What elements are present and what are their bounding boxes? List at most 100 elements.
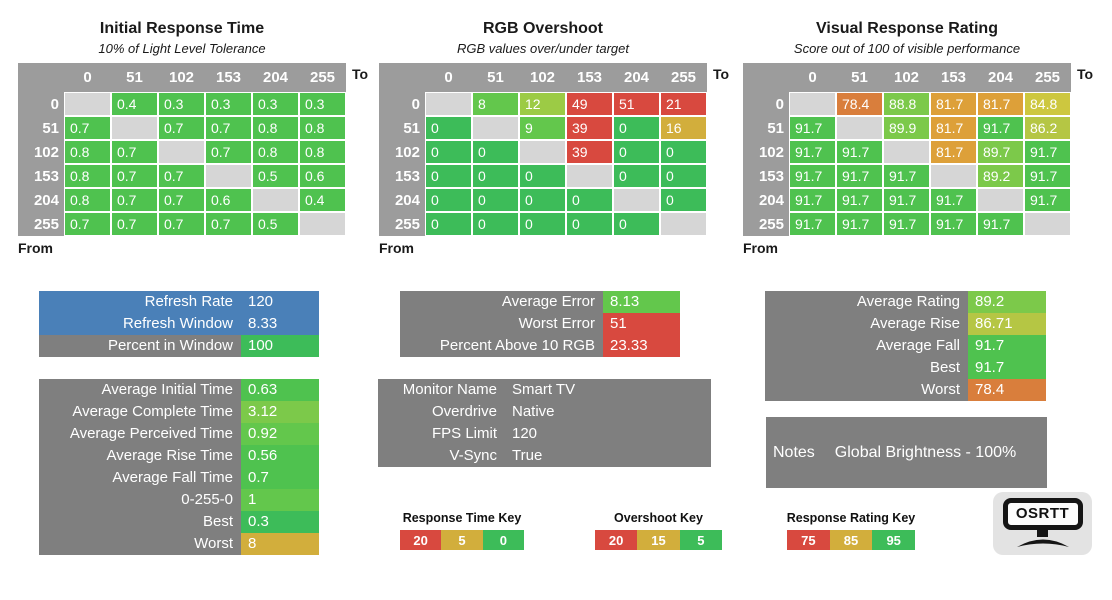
diagonal-blank-cell [425,92,472,116]
notes-label: Notes [773,443,815,461]
panel-row-label: Percent in Window [107,337,233,354]
heatmap-cell: 0.7 [205,140,252,164]
panel-row-value: 91.7 [968,357,1046,379]
panel-row-label: Average Fall [876,337,960,354]
panel-refresh: Refresh Rate 120 Refresh Window 8.33 Percent… [39,291,319,357]
heatmap-cell: 51 [613,92,660,116]
row-header: 255 [379,212,425,236]
panel-row-label: Percent Above 10 RGB [439,337,595,354]
heatmap-cell: 78.4 [836,92,883,116]
row-header: 153 [18,164,64,188]
heatmap-cell: 0 [425,212,472,236]
panel-row-value: Smart TV [512,381,576,398]
panel-row-value: True [512,447,543,464]
heatmap-cell: 88.8 [883,92,930,116]
diagonal-blank-cell [111,116,158,140]
heatmap-cell: 0 [613,140,660,164]
key-title: Overshoot Key [614,511,703,525]
heatmap-cell: 0.7 [64,212,111,236]
panel-row-label: Best [202,513,233,530]
heatmap-cell: 0.7 [111,164,158,188]
panel-row-label: Average Rating [856,293,960,310]
panel-row-label: V-Sync [449,447,497,464]
heatmap-cell: 0 [472,212,519,236]
panel-row-value: 51 [603,313,680,335]
panel-row: Best 0.3 [39,511,319,533]
panel-row-label: Average Error [501,293,595,310]
diagonal-blank-cell [566,164,613,188]
heatmap-cell: 0.7 [111,212,158,236]
panel-time-stats: Average Initial Time 0.63 Average Complete… [39,379,319,555]
panel-rating-stats: Average Rating 89.2 Average Rise 86.71 Avera… [765,291,1046,401]
diagonal-blank-cell [977,188,1024,212]
row-header: 255 [743,212,789,236]
diagonal-blank-cell [299,212,346,236]
heatmap-cell: 0 [660,188,707,212]
heatmap-cell: 0 [613,164,660,188]
row-header: 102 [379,140,425,164]
panel-row-value: 86.71 [968,313,1046,335]
panel-row-label: Overdrive [431,403,497,420]
axis-to-label: To [713,66,730,82]
heatmap-cell: 0.4 [111,92,158,116]
panel-row: Average Rise 86.71 [765,313,1046,335]
panel-row: Average Rating 89.2 [765,291,1046,313]
panel-row-label: 0-255-0 [181,491,233,508]
panel-row: Average Rise Time 0.56 [39,445,319,467]
heatmap-cell: 91.7 [977,116,1024,140]
table-corner-cell [379,63,425,92]
panel-row: Worst 78.4 [765,379,1046,401]
panel-row-value: 120 [512,425,538,442]
heatmap-cell: 0 [425,116,472,140]
diagonal-blank-cell [789,92,836,116]
monitor-stand-neck [1037,529,1048,537]
diagonal-blank-cell [660,212,707,236]
row-header: 0 [743,92,789,116]
row-header: 153 [743,164,789,188]
heatmap-cell: 0.7 [158,116,205,140]
column-header: 102 [519,63,566,92]
panel-row: Average Fall 91.7 [765,335,1046,357]
panel-row-label: Average Perceived Time [69,425,233,442]
panel-overshoot-stats: Average Error 8.13 Worst Error 51 Percent Ab… [400,291,680,357]
heatmap-cell: 91.7 [930,212,977,236]
heatmap-cell: 0.8 [252,116,299,140]
panel-row-label: Average Fall Time [112,469,233,486]
heatmap-cell: 81.7 [930,140,977,164]
column-header: 0 [789,63,836,92]
panel-row-label: Average Rise [870,315,960,332]
column-header: 204 [613,63,660,92]
key-title: Response Time Key [402,511,522,525]
key-segment: 20 [595,530,638,550]
heatmap-cell: 91.7 [789,116,836,140]
column-header: 255 [1024,63,1071,92]
heatmap-cell: 91.7 [789,212,836,236]
table-corner-cell [18,63,64,92]
key-segment: 20 [400,530,442,550]
row-header: 204 [743,188,789,212]
heatmap-cell: 84.8 [1024,92,1071,116]
panel-row: Refresh Rate 120 [39,291,319,313]
heatmap-cell: 0.7 [205,116,252,140]
heatmap-cell: 0.8 [299,116,346,140]
key-segment: 75 [787,530,830,550]
osrtt-logo: OSRTT [993,492,1092,555]
logo-text: OSRTT [1015,505,1070,522]
heatmap-cell: 91.7 [883,212,930,236]
monitor-stand-feet [1016,539,1069,547]
panel-row-value: 1 [241,489,319,511]
heatmap-cell: 89.9 [883,116,930,140]
key-segment: 5 [441,530,483,550]
diagonal-blank-cell [930,164,977,188]
axis-from-label: From [18,240,53,256]
panel-row-value: 89.2 [968,291,1046,313]
table-subtitle: RGB values over/under target [457,41,629,56]
panel-row-label: Best [929,359,960,376]
heatmap-cell: 0.5 [252,212,299,236]
panel-row-value: 8.33 [248,315,278,332]
panel-row-label: Refresh Rate [144,293,233,310]
column-header: 204 [977,63,1024,92]
heatmap-cell: 0 [519,188,566,212]
key-bar: 20 5 0 [400,530,524,550]
heatmap-cell: 81.7 [930,116,977,140]
